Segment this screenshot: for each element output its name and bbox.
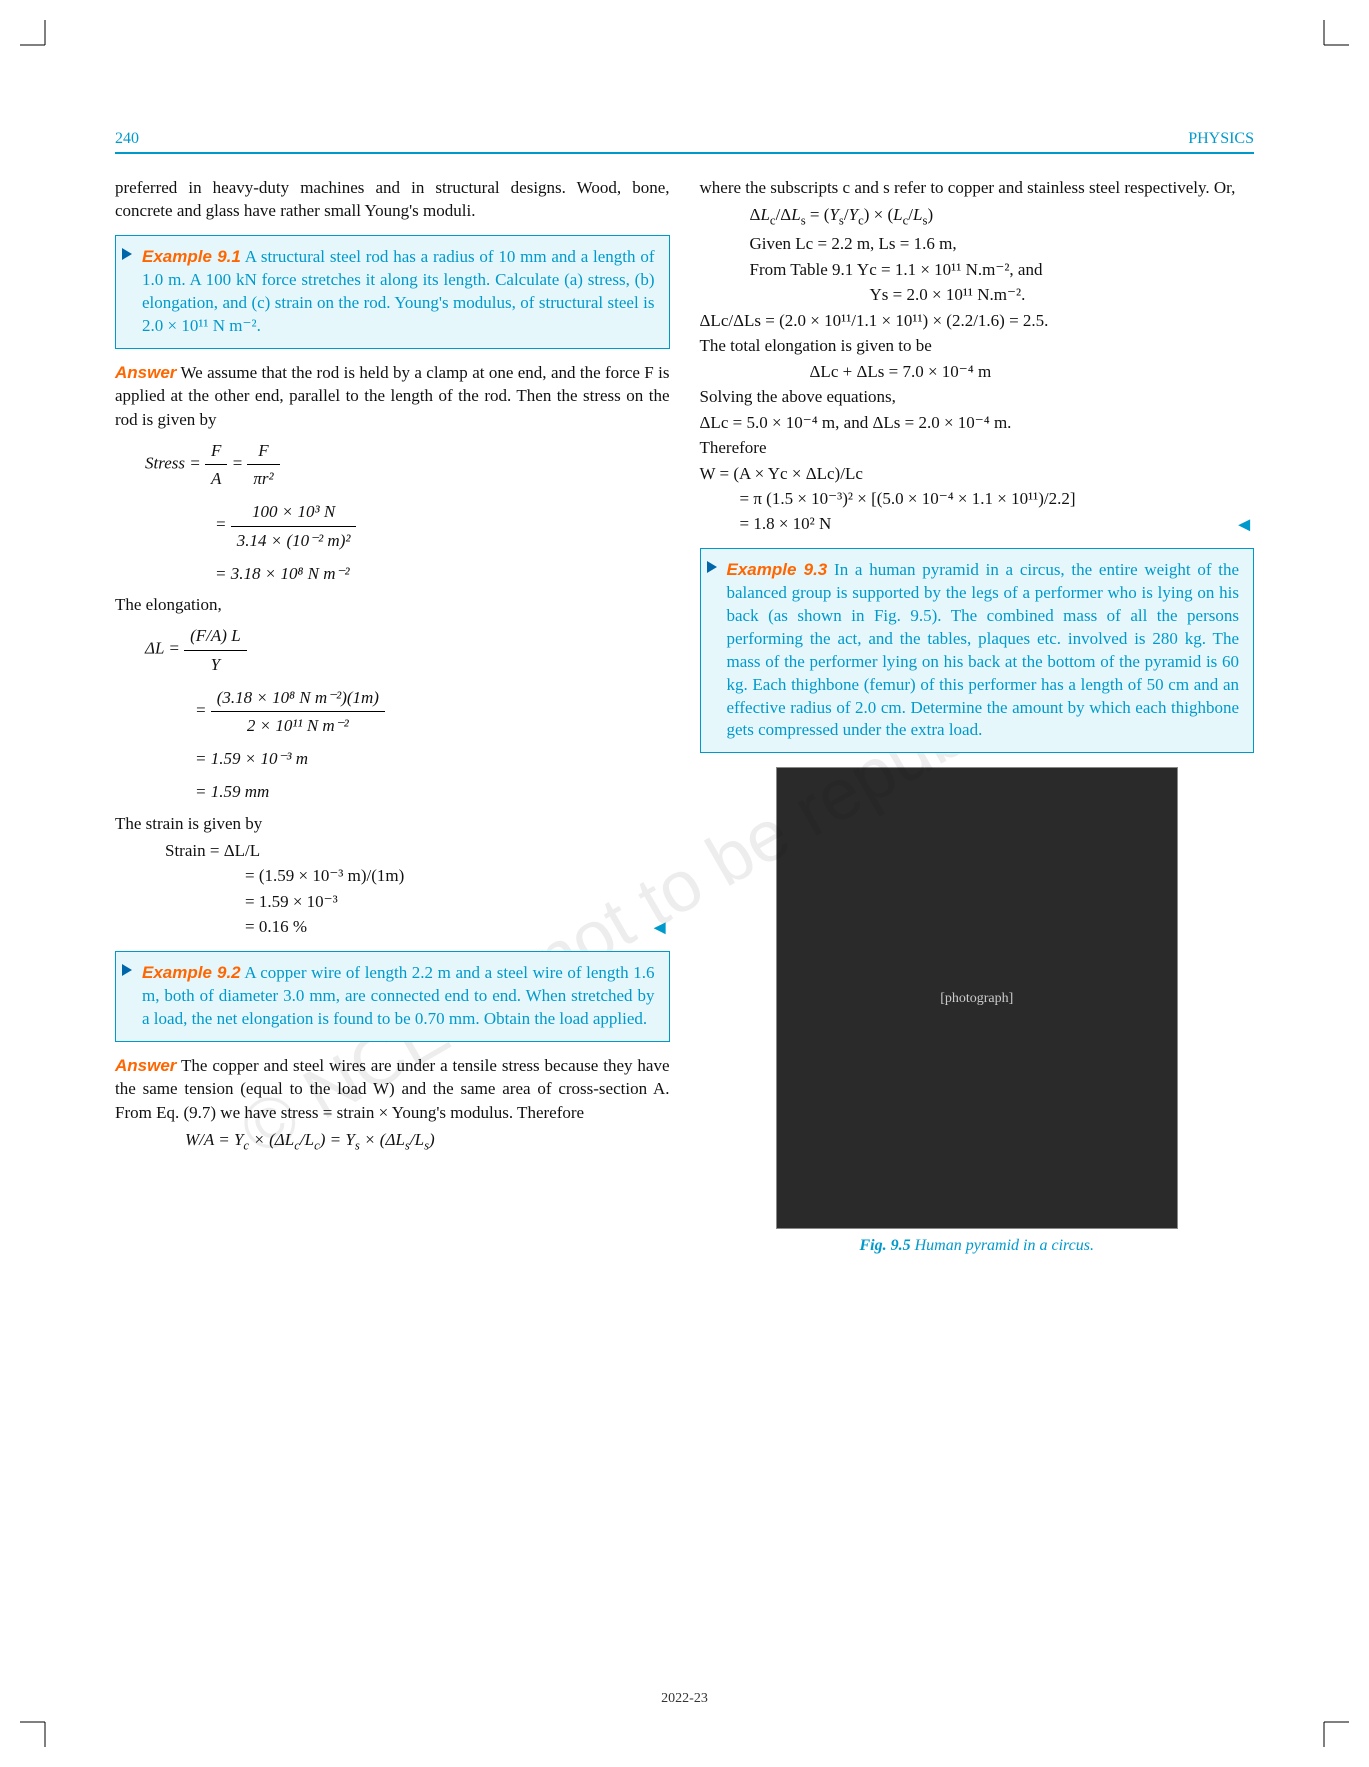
answer-9-2-eq: W/A = Yc × (ΔLc/Lc) = Ys × (ΔLs/Ls) — [185, 1128, 670, 1155]
elong-r2: = 1.59 mm — [195, 778, 670, 805]
content-columns: preferred in heavy-duty machines and in … — [115, 176, 1254, 1257]
crop-mark-icon — [20, 1707, 60, 1747]
strain-l4: = 0.16 % ◄ — [245, 915, 670, 938]
example-text: In a human pyramid in a circus, the enti… — [727, 560, 1240, 740]
cont-eq5c: = 1.8 × 10² N ◄ — [740, 512, 1255, 535]
cont-eq4: ΔLc = 5.0 × 10⁻⁴ m, and ΔLs = 2.0 × 10⁻⁴… — [700, 411, 1255, 434]
end-marker-icon: ◄ — [1234, 512, 1254, 540]
crop-mark-icon — [1309, 20, 1349, 60]
elong-eq: ΔL = (F/A) LY — [145, 622, 670, 677]
cont-l2: Given Lc = 2.2 m, Ls = 1.6 m, — [750, 232, 1255, 255]
figure-caption: Fig. 9.5 Human pyramid in a circus. — [700, 1235, 1255, 1257]
answer-label: Answer — [115, 363, 176, 382]
strain-l1: Strain = ΔL/L — [165, 839, 670, 862]
cont-eq3: ΔLc + ΔLs = 7.0 × 10⁻⁴ m — [810, 360, 1255, 383]
crop-mark-icon — [1309, 1707, 1349, 1747]
cont-l3: From Table 9.1 Yc = 1.1 × 10¹¹ N.m⁻², an… — [750, 258, 1255, 281]
figure-label: Fig. 9.5 — [859, 1237, 910, 1254]
page-subject: PHYSICS — [1188, 130, 1254, 148]
example-title: Example 9.2 — [142, 963, 241, 982]
stress-equation: Stress = FA = Fπr² — [145, 437, 670, 492]
cont-l4: Ys = 2.0 × 10¹¹ N.m⁻². — [870, 283, 1255, 306]
example-9-2-box: Example 9.2 A copper wire of length 2.2 … — [115, 951, 670, 1042]
cont-l1: where the subscripts c and s refer to co… — [700, 176, 1255, 199]
cont-l7: Therefore — [700, 436, 1255, 459]
cont-eq1: ΔLc/ΔLs = (Ys/Yc) × (Lc/Ls) — [750, 203, 1255, 230]
stress-calc: = 100 × 10³ N3.14 × (10⁻² m)² — [215, 498, 670, 553]
stress-result: = 3.18 × 10⁸ N m⁻² — [215, 560, 670, 587]
example-9-3-box: Example 9.3 In a human pyramid in a circ… — [700, 548, 1255, 754]
right-column: where the subscripts c and s refer to co… — [700, 176, 1255, 1257]
page: © NCERT not to be republished 240 PHYSIC… — [0, 0, 1369, 1767]
example-title: Example 9.3 — [727, 560, 828, 579]
answer-9-2: Answer The copper and steel wires are un… — [115, 1054, 670, 1124]
figure-9-5: [photograph] Fig. 9.5 Human pyramid in a… — [700, 767, 1255, 1257]
intro-paragraph: preferred in heavy-duty machines and in … — [115, 176, 670, 223]
elong-calc: = (3.18 × 10⁸ N m⁻²)(1m)2 × 10¹¹ N m⁻² — [195, 684, 670, 739]
strain-l2: = (1.59 × 10⁻³ m)/(1m) — [245, 864, 670, 887]
answer-intro: We assume that the rod is held by a clam… — [115, 363, 670, 429]
elong-r1: = 1.59 × 10⁻³ m — [195, 745, 670, 772]
elongation-label: The elongation, — [115, 593, 670, 616]
left-column: preferred in heavy-duty machines and in … — [115, 176, 670, 1257]
answer-intro: The copper and steel wires are under a t… — [115, 1056, 670, 1122]
answer-label: Answer — [115, 1056, 176, 1075]
example-title: Example 9.1 — [142, 247, 241, 266]
cont-l6: Solving the above equations, — [700, 385, 1255, 408]
strain-label: The strain is given by — [115, 812, 670, 835]
answer-9-1: Answer We assume that the rod is held by… — [115, 361, 670, 431]
end-marker-icon: ◄ — [650, 915, 670, 943]
cont-l5: The total elongation is given to be — [700, 334, 1255, 357]
crop-mark-icon — [20, 20, 60, 60]
figure-caption-text: Human pyramid in a circus. — [915, 1237, 1094, 1254]
cont-eq5a: W = (A × Yc × ΔLc)/Lc — [700, 462, 1255, 485]
figure-image: [photograph] — [776, 767, 1178, 1229]
example-9-1-box: Example 9.1 A structural steel rod has a… — [115, 235, 670, 349]
page-header: 240 PHYSICS — [115, 130, 1254, 154]
strain-l3: = 1.59 × 10⁻³ — [245, 890, 670, 913]
cont-eq2: ΔLc/ΔLs = (2.0 × 10¹¹/1.1 × 10¹¹) × (2.2… — [700, 309, 1255, 332]
footer-year: 2022-23 — [661, 1691, 708, 1707]
stress-label: Stress = — [145, 454, 201, 473]
page-number: 240 — [115, 130, 139, 148]
cont-eq5b: = π (1.5 × 10⁻³)² × [(5.0 × 10⁻⁴ × 1.1 ×… — [740, 487, 1255, 510]
